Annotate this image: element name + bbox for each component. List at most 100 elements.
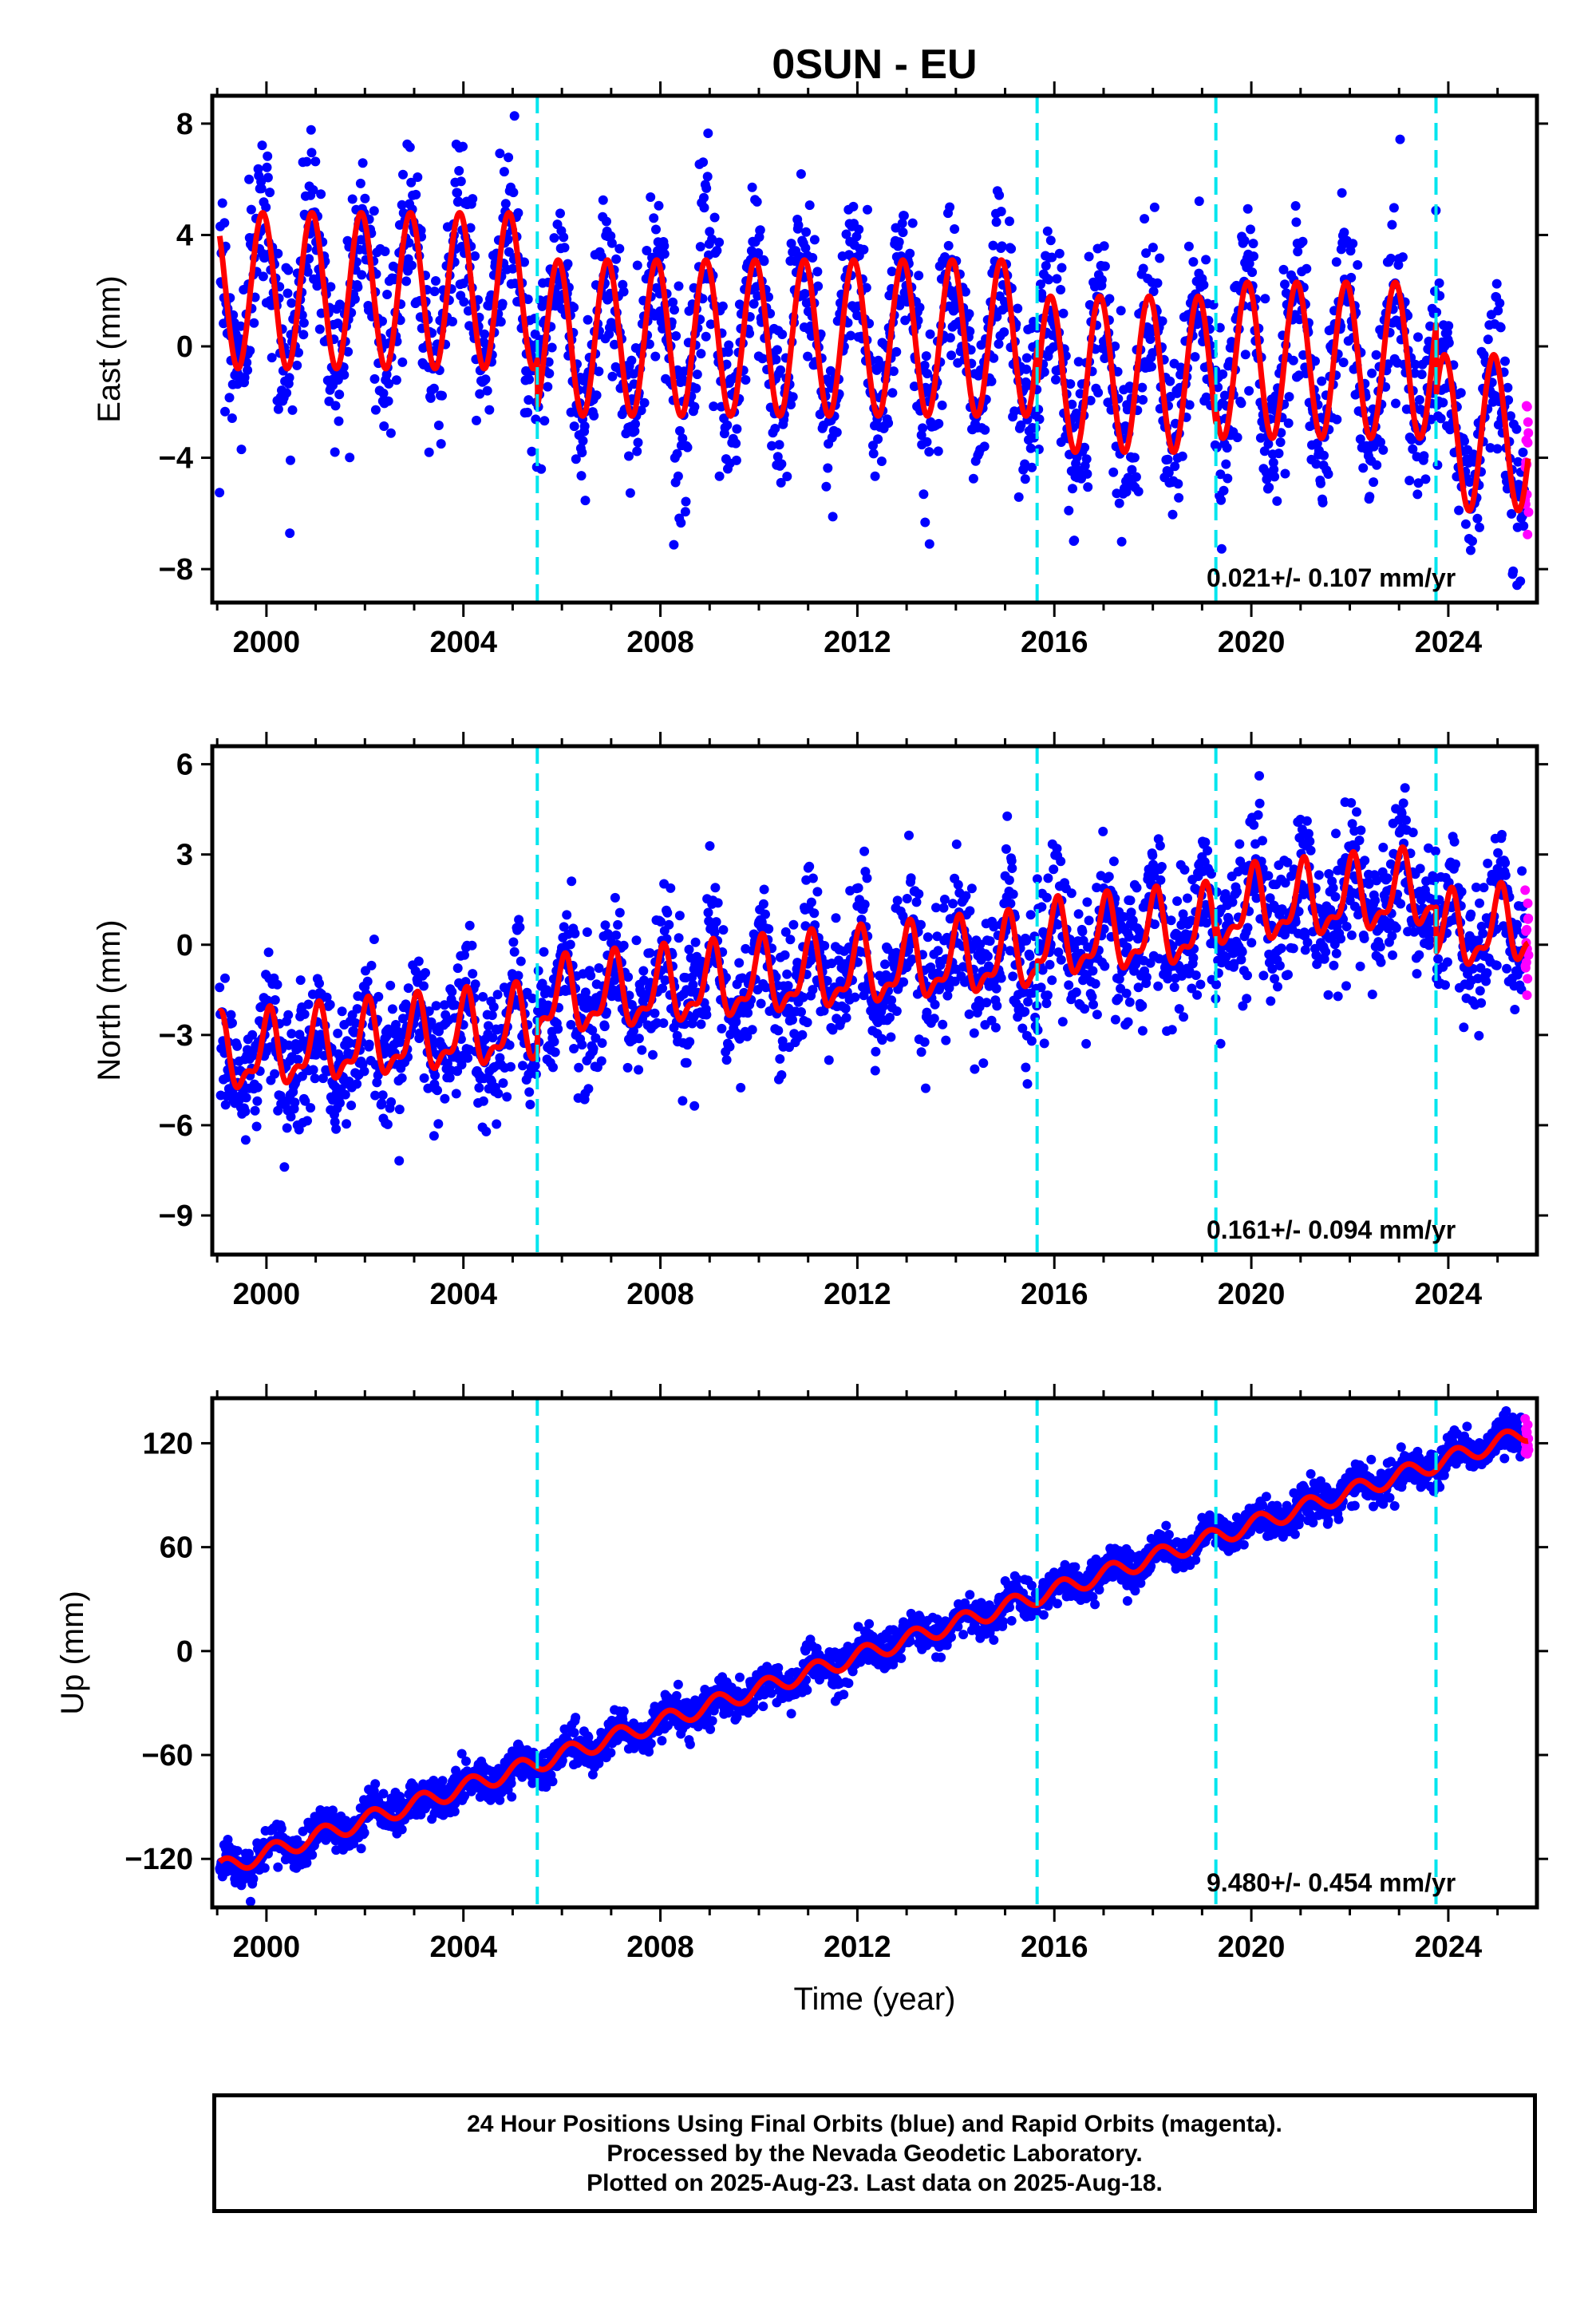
final-orbit-point	[782, 969, 792, 979]
final-orbit-point	[988, 240, 998, 251]
final-orbit-point	[978, 1058, 989, 1069]
final-orbit-point	[1314, 870, 1324, 880]
final-orbit-point	[290, 1097, 300, 1108]
x-tick-label: 2024	[1415, 626, 1483, 659]
final-orbit-point	[1068, 484, 1077, 494]
final-orbit-point	[283, 1010, 294, 1020]
final-orbit-point	[891, 346, 902, 357]
final-orbit-point	[907, 218, 918, 228]
final-orbit-point	[1112, 366, 1123, 377]
final-orbit-point	[1042, 990, 1053, 1001]
final-orbit-point	[721, 1055, 732, 1065]
final-orbit-point	[773, 1026, 784, 1036]
final-orbit-point	[548, 1062, 558, 1073]
x-tick-label: 2004	[429, 1278, 497, 1311]
final-orbit-point	[1274, 961, 1285, 970]
final-orbit-point	[1069, 536, 1080, 546]
final-orbit-point	[302, 156, 312, 167]
final-orbit-point	[914, 271, 924, 281]
final-orbit-point	[270, 995, 280, 1005]
final-orbit-point	[1199, 280, 1209, 290]
final-orbit-point	[696, 1019, 706, 1030]
y-tick-label: 8	[176, 108, 193, 141]
final-orbit-point	[1474, 1030, 1484, 1041]
final-orbit-point	[832, 427, 842, 437]
final-orbit-point	[394, 1156, 405, 1166]
final-orbit-point	[1082, 468, 1092, 479]
final-orbit-point	[1341, 922, 1352, 931]
final-orbit-point	[757, 354, 768, 364]
final-orbit-point	[437, 390, 447, 401]
final-orbit-point	[1179, 864, 1190, 875]
final-orbit-point	[1332, 414, 1342, 425]
final-orbit-point	[945, 333, 955, 343]
final-orbit-point	[1005, 216, 1014, 227]
final-orbit-point	[1184, 400, 1195, 410]
final-orbit-point	[475, 389, 485, 399]
final-orbit-point	[467, 940, 477, 951]
model-fit-line	[216, 210, 1531, 514]
final-orbit-point	[788, 1014, 797, 1025]
final-orbit-point	[1116, 536, 1127, 547]
final-orbit-point	[267, 353, 277, 363]
y-tick-label: 0	[176, 929, 193, 962]
final-orbit-point	[1329, 960, 1339, 970]
final-orbit-point	[1236, 398, 1246, 409]
final-orbit-point	[1434, 278, 1444, 288]
final-orbit-point	[841, 229, 851, 239]
final-orbit-point	[846, 330, 855, 341]
final-orbit-point	[550, 1047, 560, 1057]
final-orbit-point	[436, 439, 446, 449]
final-orbit-point	[1274, 449, 1284, 459]
final-orbit-point	[1331, 948, 1341, 958]
final-orbit-point	[922, 437, 932, 447]
final-orbit-point	[352, 1079, 362, 1089]
final-orbit-point	[1155, 840, 1165, 851]
final-orbit-point	[256, 176, 267, 187]
final-orbit-point	[403, 983, 413, 994]
final-orbit-point	[273, 248, 283, 259]
final-orbit-point	[325, 999, 335, 1010]
final-orbit-point	[458, 141, 468, 152]
final-orbit-point	[782, 472, 792, 481]
final-orbit-point	[263, 151, 273, 161]
final-orbit-point	[1110, 341, 1120, 351]
final-orbit-point	[553, 1024, 563, 1034]
final-orbit-point	[1264, 482, 1274, 492]
final-orbit-point	[938, 1019, 948, 1030]
final-orbit-point	[800, 243, 811, 253]
final-orbit-point	[753, 248, 764, 258]
final-orbit-point	[1415, 864, 1425, 874]
final-orbit-point	[899, 211, 909, 221]
final-orbit-point	[675, 425, 685, 436]
final-orbit-point	[227, 1018, 237, 1028]
final-orbit-point	[731, 1017, 741, 1027]
final-orbit-point	[578, 436, 588, 446]
final-orbit-point	[1145, 334, 1156, 344]
final-orbit-point	[705, 319, 716, 330]
final-orbit-point	[669, 539, 679, 550]
final-orbit-point	[448, 317, 457, 326]
final-orbit-point	[488, 1002, 499, 1012]
final-orbit-point	[699, 192, 709, 203]
final-orbit-point	[672, 449, 682, 459]
final-orbit-point	[885, 1013, 895, 1022]
final-orbit-point	[1081, 454, 1092, 464]
final-orbit-point	[1389, 203, 1399, 213]
final-orbit-point	[796, 169, 806, 179]
final-orbit-point	[1365, 492, 1375, 502]
final-orbit-point	[1090, 978, 1100, 989]
final-orbit-point	[646, 192, 656, 202]
final-orbit-point	[1113, 994, 1124, 1004]
final-orbit-point	[991, 983, 1001, 994]
final-orbit-point	[589, 410, 599, 421]
final-orbit-point	[513, 970, 523, 981]
y-tick-label: 3	[176, 839, 193, 872]
final-orbit-point	[891, 1006, 902, 1016]
final-orbit-point	[429, 287, 440, 297]
final-orbit-point	[1137, 382, 1148, 393]
final-orbit-point	[1071, 987, 1081, 998]
final-orbit-point	[1242, 970, 1252, 981]
final-orbit-point	[1259, 446, 1270, 456]
